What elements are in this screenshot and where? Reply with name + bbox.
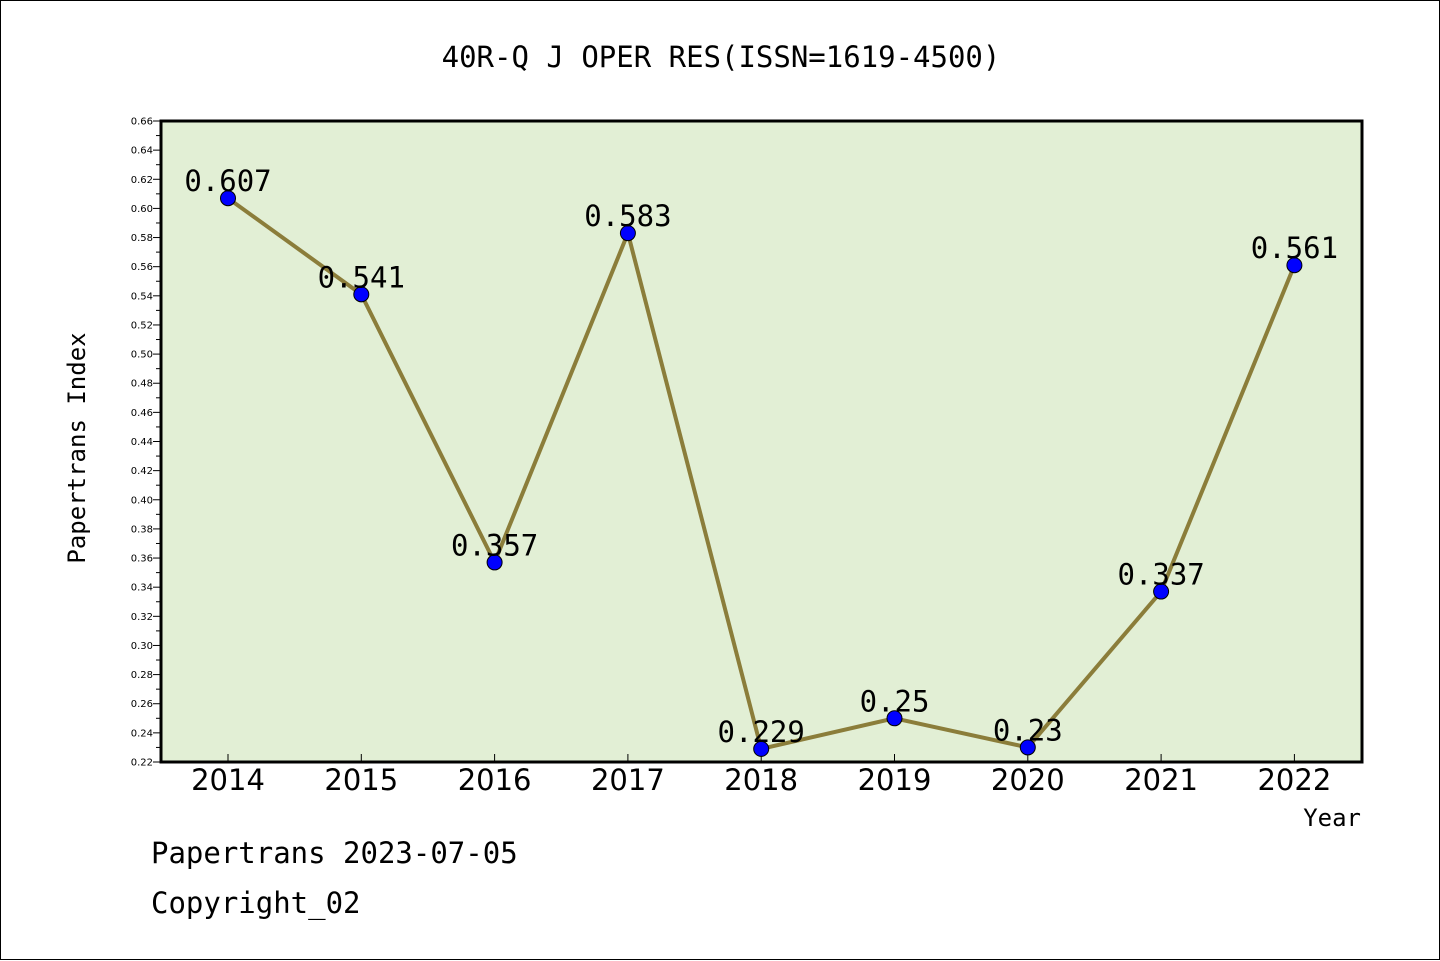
data-point	[1153, 583, 1170, 600]
data-point	[486, 554, 503, 571]
y-tick-label: 0.50	[131, 350, 153, 361]
x-tick-label: 2014	[191, 763, 265, 797]
data-label: 0.357	[451, 528, 538, 562]
footer-copyright: Copyright_02	[151, 886, 361, 920]
data-label: 0.607	[184, 164, 271, 198]
data-points	[220, 190, 1303, 757]
y-tick-label: 0.30	[131, 641, 153, 652]
y-axis: 0.22 0.24 0.26 0.28 0.30 0.32 0.34 0.36 0.38 0.40…	[131, 117, 161, 769]
plot-area	[159, 119, 1364, 764]
x-axis-label: Year	[1303, 804, 1361, 832]
y-tick-label: 0.52	[131, 320, 153, 331]
y-tick-label: 0.46	[131, 408, 153, 419]
y-tick-label: 0.60	[131, 204, 153, 215]
y-tick-label: 0.48	[131, 379, 153, 390]
footer-date-line: Papertrans 2023-07-05	[151, 836, 518, 870]
y-tick-label: 0.54	[131, 291, 153, 302]
y-tick-label: 0.32	[131, 612, 153, 623]
y-tick-label: 0.24	[131, 728, 153, 739]
y-tick-label: 0.22	[131, 758, 153, 769]
data-point	[886, 710, 903, 727]
data-point	[220, 190, 236, 207]
y-tick-label: 0.42	[131, 466, 153, 477]
data-point	[619, 225, 636, 242]
data-labels: 0.607 0.541 0.357 0.583 0.229 0.25 0.23 0.337 0.…	[184, 164, 1338, 749]
x-tick-label: 2019	[858, 763, 932, 797]
data-label: 0.583	[584, 199, 671, 233]
data-point	[1286, 257, 1303, 274]
data-label: 0.229	[718, 715, 805, 749]
y-tick-label: 0.38	[131, 524, 153, 535]
y-tick-label: 0.44	[131, 437, 153, 448]
y-tick-label: 0.36	[131, 554, 153, 565]
x-tick-label: 2015	[324, 763, 398, 797]
y-tick-label: 0.34	[131, 583, 153, 594]
chart-title: 40R-Q J OPER RES(ISSN=1619-4500)	[442, 40, 1001, 74]
data-point	[753, 740, 770, 757]
x-tick-label: 2018	[724, 763, 798, 797]
y-tick-label: 0.26	[131, 699, 153, 710]
x-tick-label: 2016	[458, 763, 532, 797]
y-tick-label: 0.62	[131, 175, 153, 186]
y-tick-label: 0.56	[131, 262, 153, 273]
y-tick-label: 0.66	[131, 117, 153, 128]
data-label: 0.541	[318, 260, 405, 294]
data-point	[353, 286, 370, 303]
x-axis: 2014 2015 2016 2017 2018 2019 2020 2021 2022	[191, 754, 1331, 797]
data-label: 0.25	[860, 684, 930, 718]
data-point	[1019, 739, 1036, 756]
y-tick-label: 0.40	[131, 495, 153, 506]
x-tick-label: 2017	[591, 763, 665, 797]
x-tick-label: 2022	[1257, 763, 1331, 797]
x-tick-label: 2020	[991, 763, 1065, 797]
data-label: 0.337	[1117, 558, 1204, 592]
y-tick-label: 0.64	[131, 146, 153, 157]
y-tick-label: 0.58	[131, 233, 153, 244]
x-tick-label: 2021	[1124, 763, 1198, 797]
data-label: 0.561	[1251, 231, 1338, 265]
y-axis-label: Papertrans Index	[63, 332, 91, 563]
y-tick-label: 0.28	[131, 670, 153, 681]
data-label: 0.23	[993, 713, 1063, 747]
